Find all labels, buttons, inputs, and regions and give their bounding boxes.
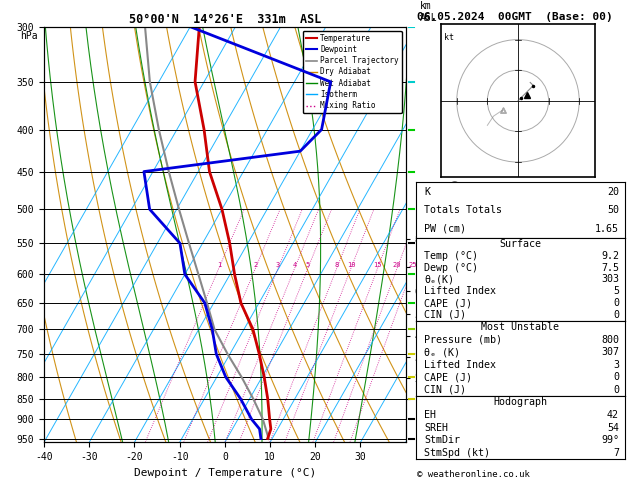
Text: LCL: LCL bbox=[420, 435, 438, 445]
Text: 7.5: 7.5 bbox=[601, 262, 619, 273]
Text: 7: 7 bbox=[613, 448, 619, 458]
Text: hPa: hPa bbox=[21, 31, 38, 41]
Text: θₑ(K): θₑ(K) bbox=[424, 275, 454, 284]
Title: 50°00'N  14°26'E  331m  ASL: 50°00'N 14°26'E 331m ASL bbox=[129, 13, 321, 26]
Text: 5: 5 bbox=[306, 262, 310, 268]
Text: Hodograph: Hodograph bbox=[494, 398, 547, 407]
Text: Most Unstable: Most Unstable bbox=[481, 322, 560, 332]
Text: 0: 0 bbox=[613, 385, 619, 395]
Text: 2: 2 bbox=[253, 262, 257, 268]
Text: Surface: Surface bbox=[499, 239, 542, 249]
Text: © weatheronline.co.uk: © weatheronline.co.uk bbox=[417, 469, 530, 479]
Text: PW (cm): PW (cm) bbox=[424, 224, 466, 234]
Text: 307: 307 bbox=[601, 347, 619, 357]
Text: CAPE (J): CAPE (J) bbox=[424, 298, 472, 308]
Text: Totals Totals: Totals Totals bbox=[424, 205, 502, 215]
Text: 50: 50 bbox=[607, 205, 619, 215]
Text: 800: 800 bbox=[601, 334, 619, 345]
Text: kt: kt bbox=[445, 34, 455, 42]
Text: Dewp (°C): Dewp (°C) bbox=[424, 262, 478, 273]
Text: 5: 5 bbox=[613, 286, 619, 296]
Text: 25: 25 bbox=[408, 262, 417, 268]
Text: 10: 10 bbox=[347, 262, 355, 268]
Legend: Temperature, Dewpoint, Parcel Trajectory, Dry Adiabat, Wet Adiabat, Isotherm, Mi: Temperature, Dewpoint, Parcel Trajectory… bbox=[303, 31, 402, 113]
Text: SREH: SREH bbox=[424, 423, 448, 433]
Text: 0: 0 bbox=[613, 310, 619, 320]
Text: 20: 20 bbox=[392, 262, 401, 268]
Text: 8: 8 bbox=[335, 262, 339, 268]
Text: 4: 4 bbox=[292, 262, 297, 268]
Text: km
ASL: km ASL bbox=[420, 1, 438, 22]
Text: EH: EH bbox=[424, 410, 436, 420]
Text: CIN (J): CIN (J) bbox=[424, 385, 466, 395]
Text: 9.2: 9.2 bbox=[601, 251, 619, 261]
Text: Temp (°C): Temp (°C) bbox=[424, 251, 478, 261]
Y-axis label: Mixing Ratio (g/kg): Mixing Ratio (g/kg) bbox=[451, 179, 461, 290]
Text: 06.05.2024  00GMT  (Base: 00): 06.05.2024 00GMT (Base: 00) bbox=[417, 12, 613, 22]
Text: 0: 0 bbox=[613, 298, 619, 308]
Text: K: K bbox=[424, 187, 430, 196]
Text: 42: 42 bbox=[607, 410, 619, 420]
Text: Lifted Index: Lifted Index bbox=[424, 360, 496, 370]
X-axis label: Dewpoint / Temperature (°C): Dewpoint / Temperature (°C) bbox=[134, 468, 316, 478]
Text: 1.65: 1.65 bbox=[595, 224, 619, 234]
Text: StmSpd (kt): StmSpd (kt) bbox=[424, 448, 490, 458]
Text: Lifted Index: Lifted Index bbox=[424, 286, 496, 296]
Text: 15: 15 bbox=[373, 262, 382, 268]
Text: 20: 20 bbox=[607, 187, 619, 196]
Text: 3: 3 bbox=[276, 262, 280, 268]
Text: 1: 1 bbox=[217, 262, 221, 268]
Text: 0: 0 bbox=[613, 372, 619, 382]
Text: 3: 3 bbox=[613, 360, 619, 370]
Text: CIN (J): CIN (J) bbox=[424, 310, 466, 320]
Text: 54: 54 bbox=[607, 423, 619, 433]
Text: StmDir: StmDir bbox=[424, 435, 460, 445]
Text: θₑ (K): θₑ (K) bbox=[424, 347, 460, 357]
Text: Pressure (mb): Pressure (mb) bbox=[424, 334, 502, 345]
Text: 99°: 99° bbox=[601, 435, 619, 445]
Text: 303: 303 bbox=[601, 275, 619, 284]
Text: CAPE (J): CAPE (J) bbox=[424, 372, 472, 382]
